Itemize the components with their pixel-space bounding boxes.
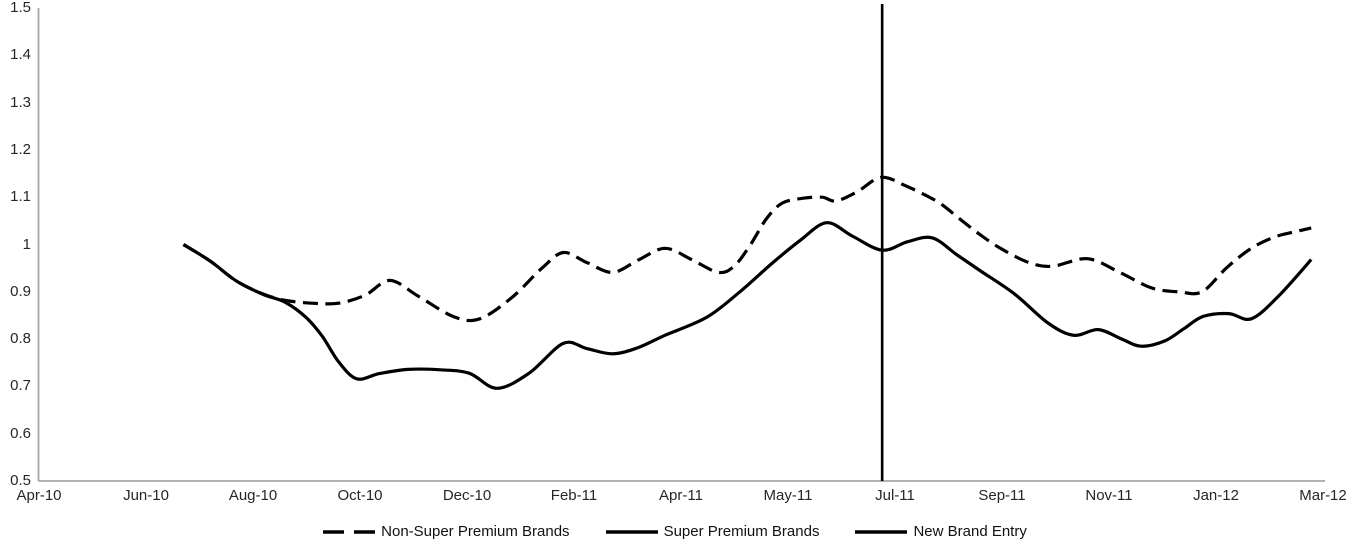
x-tick-label: Mar-12: [1299, 487, 1347, 504]
legend-label-super-premium-brands: Super Premium Brands: [663, 523, 820, 540]
x-tick-label: Sep-11: [978, 487, 1026, 504]
legend-label-non-super-premium-brands: Non-Super Premium Brands: [381, 523, 570, 540]
x-tick-label: Oct-10: [337, 487, 383, 504]
solid-line-sample-icon: [605, 530, 658, 534]
y-tick-label: 0.9: [10, 282, 31, 300]
y-tick-label: 0.8: [10, 330, 31, 348]
x-tick-label: Dec-10: [442, 487, 492, 504]
chart-legend: Non-Super Premium Brands Super Premium B…: [0, 522, 1350, 542]
solid-line-sample-icon: [855, 530, 908, 534]
y-tick-label: 0.6: [10, 424, 31, 442]
y-tick-label: 1.5: [10, 0, 31, 16]
x-tick-label: Jul-11: [875, 487, 915, 504]
y-tick-label: 1.2: [10, 140, 31, 158]
legend-item-new-brand-entry: New Brand Entry: [855, 522, 1027, 542]
x-tick-label: Jun-10: [123, 487, 169, 504]
legend-item-non-super-premium-brands: Non-Super Premium Brands: [323, 522, 570, 542]
x-tick-label: May-11: [763, 487, 813, 504]
y-tick-label: 1: [22, 235, 31, 253]
x-tick-label: Aug-10: [228, 487, 278, 504]
dashed-line-sample-icon: [323, 530, 376, 534]
x-tick-label: Feb-11: [550, 487, 598, 504]
y-tick-label: 1.4: [10, 46, 31, 64]
y-tick-label: 0.5: [10, 472, 31, 489]
legend-label-new-brand-entry: New Brand Entry: [913, 523, 1027, 540]
super-premium-brands-series-line: [182, 221, 1313, 390]
x-tick-label: Apr-10: [16, 487, 62, 504]
x-tick-label: Nov-11: [1085, 487, 1133, 504]
y-tick-label: 1.3: [10, 93, 31, 111]
x-tick-label: Apr-11: [659, 487, 703, 504]
y-tick-label: 1.1: [10, 188, 31, 206]
non-super-premium-brands-series-line: [182, 175, 1312, 323]
x-tick-label: Jan-12: [1193, 487, 1239, 504]
legend-item-super-premium-brands: Super Premium Brands: [605, 522, 820, 542]
y-tick-label: 0.7: [10, 377, 31, 395]
